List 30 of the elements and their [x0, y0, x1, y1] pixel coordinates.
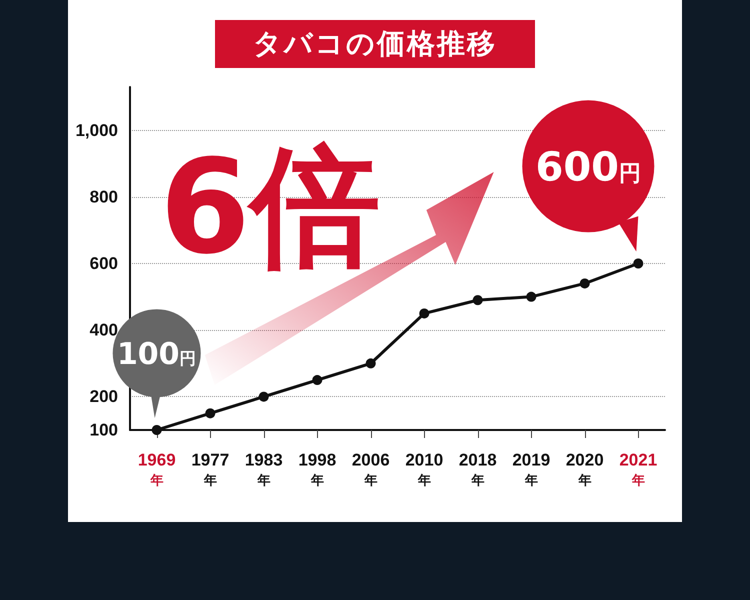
y-tick-label: 100 — [90, 420, 118, 440]
x-tick-label: 2006年 — [352, 450, 390, 488]
point — [205, 408, 216, 418]
x-tick-label: 1983年 — [244, 450, 283, 488]
x-tick-label: 2020年 — [566, 450, 604, 488]
x-tick-label: 1977年 — [191, 450, 230, 488]
x-tick-label: 2019年 — [512, 450, 550, 488]
point — [419, 308, 430, 318]
x-tick-label: 1969年 — [138, 450, 176, 488]
x-tick-label: 1998年 — [298, 450, 336, 488]
y-tick-label: 200 — [90, 387, 118, 406]
x-tick-label: 2018年 — [458, 450, 497, 488]
chart-title: タバコの価格推移 — [215, 20, 535, 68]
point — [472, 295, 483, 306]
y-tick-label: 1,000 — [75, 120, 118, 140]
y-tick-label: 800 — [90, 187, 118, 206]
point — [580, 278, 590, 288]
annotation: 6倍 — [160, 131, 380, 283]
point — [366, 358, 376, 368]
annotation: 600円 — [536, 144, 641, 190]
annotation: 100円 — [116, 337, 197, 372]
point — [258, 392, 269, 402]
point — [633, 258, 644, 268]
point — [312, 375, 322, 386]
x-tick-label: 2010年 — [405, 450, 444, 488]
y-tick-label: 400 — [90, 320, 118, 340]
point — [526, 292, 536, 302]
point — [152, 425, 162, 435]
x-tick-label: 2021年 — [619, 450, 658, 488]
y-tick-label: 600 — [90, 254, 118, 273]
